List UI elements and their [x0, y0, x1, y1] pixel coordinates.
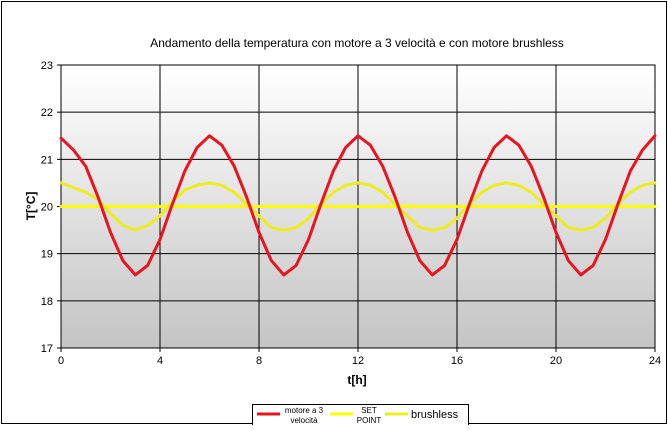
- x-tick-label-12: 12: [352, 355, 364, 367]
- legend-label-setpoint-line2: POINT: [357, 416, 382, 425]
- legend: motore a 3 velocità SET POINT brushless: [252, 404, 469, 427]
- y-tick-label-20: 20: [41, 202, 53, 214]
- y-tick-label-19: 19: [41, 249, 53, 261]
- x-tick-label-0: 0: [58, 355, 64, 367]
- y-tick-label-22: 22: [41, 107, 53, 119]
- legend-label-motore-line1: motore a 3: [285, 406, 324, 415]
- series-layer: [59, 134, 657, 277]
- y-tick-label-21: 21: [41, 154, 53, 166]
- x-tick-label-24: 24: [649, 355, 661, 367]
- series-line-motore-3-velocita: [59, 134, 657, 277]
- legend-label-motore-line2: velocità: [290, 416, 318, 425]
- legend-label-brushless: brushless: [411, 409, 459, 421]
- y-tick-label-18: 18: [41, 296, 53, 308]
- x-axis-label: t[h]: [347, 373, 366, 387]
- y-axis-ticks: 17 18 19 20 21 22 23: [41, 60, 61, 355]
- y-tick-label-17: 17: [41, 343, 53, 355]
- y-axis-label: T[°C]: [24, 192, 38, 221]
- y-tick-label-23: 23: [41, 60, 53, 72]
- series-line-brushless: [59, 181, 657, 232]
- x-tick-label-20: 20: [550, 355, 562, 367]
- chart-title: Andamento della temperatura con motore a…: [150, 36, 564, 50]
- x-axis-ticks: 0 4 8 12 16 20 24: [58, 348, 661, 367]
- x-tick-label-8: 8: [256, 355, 262, 367]
- x-tick-label-4: 4: [157, 355, 163, 367]
- x-tick-label-16: 16: [451, 355, 463, 367]
- legend-label-setpoint-line1: SET: [361, 406, 377, 415]
